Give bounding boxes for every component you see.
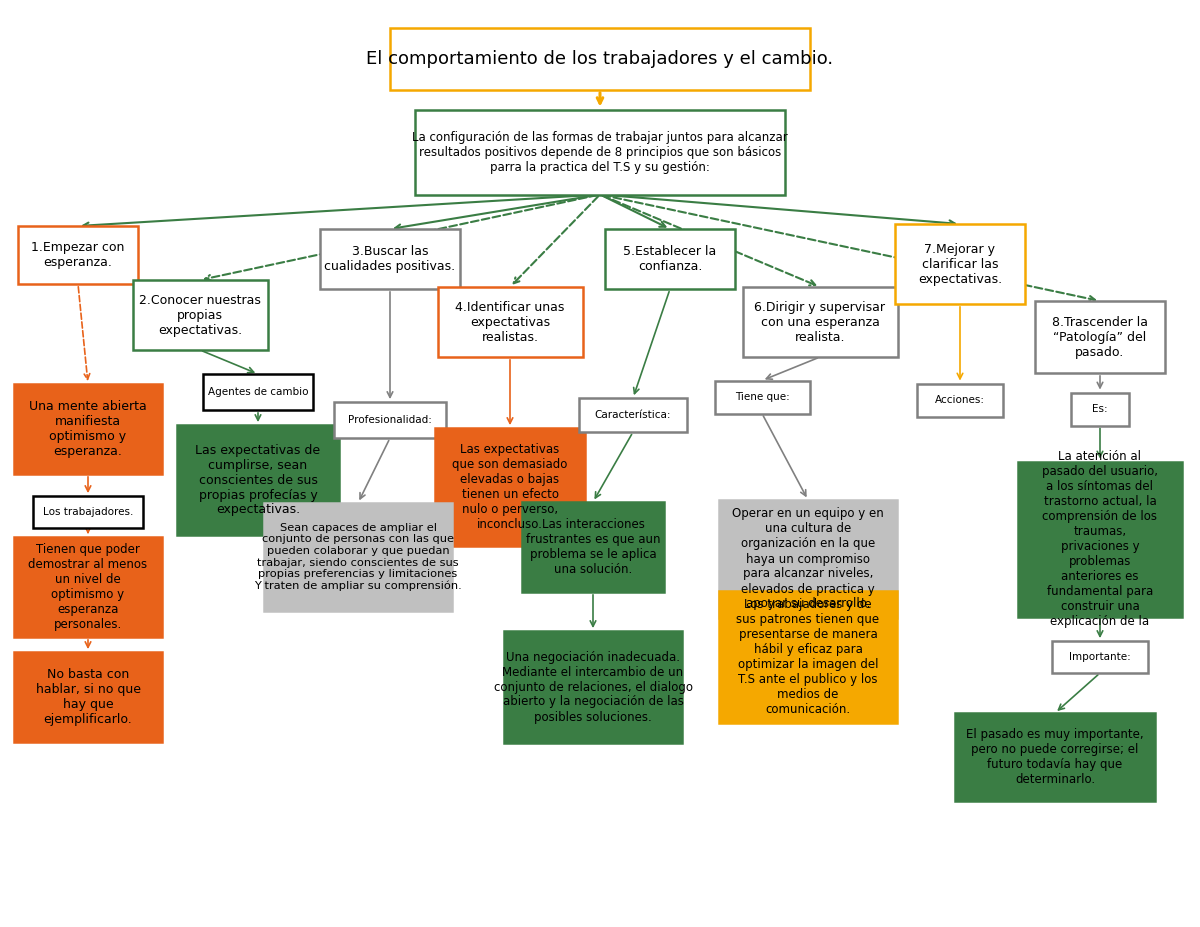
FancyBboxPatch shape — [1052, 641, 1148, 673]
FancyBboxPatch shape — [580, 398, 686, 432]
FancyBboxPatch shape — [34, 496, 143, 528]
Text: La atención al
pasado del usuario,
a los síntomas del
trastorno actual, la
compr: La atención al pasado del usuario, a los… — [1042, 450, 1158, 628]
Text: Sean capaces de ampliar el
conjunto de personas con las que
pueden colaborar y q: Sean capaces de ampliar el conjunto de p… — [254, 523, 462, 591]
Text: 6.Dirigir y supervisar
con una esperanza
realista.: 6.Dirigir y supervisar con una esperanza… — [755, 300, 886, 344]
FancyBboxPatch shape — [14, 537, 162, 637]
FancyBboxPatch shape — [917, 384, 1003, 416]
Text: No basta con
hablar, si no que
hay que
ejemplificarlo.: No basta con hablar, si no que hay que e… — [36, 668, 140, 726]
Text: Acciones:: Acciones: — [935, 395, 985, 405]
Text: Importante:: Importante: — [1069, 652, 1130, 662]
FancyBboxPatch shape — [719, 591, 898, 723]
FancyBboxPatch shape — [1034, 301, 1165, 373]
FancyBboxPatch shape — [522, 502, 664, 592]
FancyBboxPatch shape — [415, 109, 785, 195]
Text: Los trabajadores y de
sus patrones tienen que
presentarse de manera
hábil y efic: Los trabajadores y de sus patrones tiene… — [737, 598, 880, 716]
Text: 2.Conocer nuestras
propias
expectativas.: 2.Conocer nuestras propias expectativas. — [139, 294, 260, 337]
Text: Agentes de cambio: Agentes de cambio — [208, 387, 308, 397]
FancyBboxPatch shape — [1018, 462, 1182, 616]
Text: Tiene que:: Tiene que: — [734, 392, 790, 402]
Text: Las expectativas de
cumplirse, sean
conscientes de sus
propias profecías y
expec: Las expectativas de cumplirse, sean cons… — [196, 443, 320, 516]
FancyBboxPatch shape — [14, 652, 162, 742]
FancyBboxPatch shape — [132, 280, 268, 350]
Text: 5.Establecer la
confianza.: 5.Establecer la confianza. — [623, 245, 716, 273]
FancyBboxPatch shape — [436, 428, 586, 546]
FancyBboxPatch shape — [714, 380, 810, 413]
Text: Las expectativas
que son demasiado
elevadas o bajas
tienen un efecto
nulo o perv: Las expectativas que son demasiado eleva… — [452, 443, 568, 531]
Text: 1.Empezar con
esperanza.: 1.Empezar con esperanza. — [31, 241, 125, 269]
Text: Una negociación inadecuada.
Mediante el intercambio de un
conjunto de relaciones: Una negociación inadecuada. Mediante el … — [493, 651, 692, 723]
Text: Los trabajadores.: Los trabajadores. — [43, 507, 133, 517]
Text: 4.Identificar unas
expectativas
realistas.: 4.Identificar unas expectativas realista… — [455, 300, 565, 344]
FancyBboxPatch shape — [605, 229, 734, 289]
Text: Una mente abierta
manifiesta
optimismo y
esperanza.: Una mente abierta manifiesta optimismo y… — [29, 400, 146, 458]
Text: El comportamiento de los trabajadores y el cambio.: El comportamiento de los trabajadores y … — [366, 50, 834, 68]
FancyBboxPatch shape — [320, 229, 460, 289]
FancyBboxPatch shape — [334, 402, 446, 438]
Text: Característica:: Característica: — [595, 410, 671, 420]
Text: Profesionalidad:: Profesionalidad: — [348, 415, 432, 425]
FancyBboxPatch shape — [955, 713, 1154, 801]
Text: 7.Mejorar y
clarificar las
expectativas.: 7.Mejorar y clarificar las expectativas. — [918, 243, 1002, 286]
FancyBboxPatch shape — [743, 287, 898, 357]
Text: Las interacciones
frustrantes es que aun
problema se le aplica
una solución.: Las interacciones frustrantes es que aun… — [526, 518, 660, 576]
FancyBboxPatch shape — [178, 425, 340, 535]
FancyBboxPatch shape — [1072, 392, 1129, 425]
Text: El pasado es muy importante,
pero no puede corregirse; el
futuro todavía hay que: El pasado es muy importante, pero no pue… — [966, 728, 1144, 786]
FancyBboxPatch shape — [390, 28, 810, 90]
Text: 8.Trascender la
“Patología” del
pasado.: 8.Trascender la “Patología” del pasado. — [1052, 315, 1148, 359]
FancyBboxPatch shape — [18, 226, 138, 284]
FancyBboxPatch shape — [14, 384, 162, 474]
FancyBboxPatch shape — [203, 374, 313, 410]
Text: Operar en un equipo y en
una cultura de
organización en la que
haya un compromis: Operar en un equipo y en una cultura de … — [732, 507, 884, 611]
Text: La configuración de las formas de trabajar juntos para alcanzar
resultados posit: La configuración de las formas de trabaj… — [412, 131, 788, 173]
Text: Tienen que poder
demostrar al menos
un nivel de
optimismo y
esperanza
personales: Tienen que poder demostrar al menos un n… — [29, 543, 148, 631]
Text: Es:: Es: — [1092, 404, 1108, 414]
Text: 3.Buscar las
cualidades positivas.: 3.Buscar las cualidades positivas. — [324, 245, 456, 273]
FancyBboxPatch shape — [719, 500, 898, 618]
FancyBboxPatch shape — [438, 287, 582, 357]
FancyBboxPatch shape — [504, 631, 682, 743]
FancyBboxPatch shape — [895, 224, 1025, 304]
FancyBboxPatch shape — [264, 503, 452, 611]
